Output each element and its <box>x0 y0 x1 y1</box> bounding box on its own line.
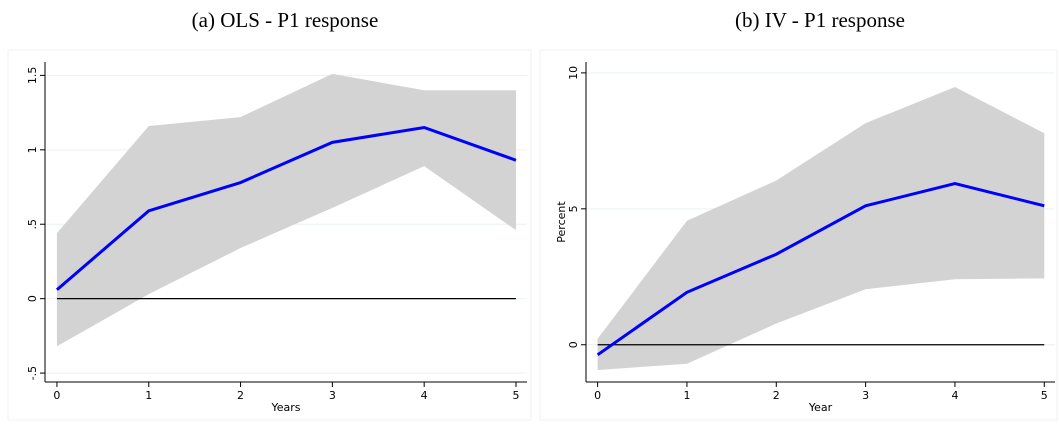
x-tick-label: 0 <box>594 389 601 402</box>
x-tick-label: 4 <box>421 389 428 402</box>
x-axis-title: Years <box>270 401 300 414</box>
x-tick-label: 2 <box>237 389 244 402</box>
x-tick-label: 1 <box>683 389 690 402</box>
x-tick-label: 5 <box>512 389 519 402</box>
y-axis-title: Percent <box>555 201 568 243</box>
chart-title: (a) OLS - P1 response <box>192 8 379 32</box>
y-tick-label: 5 <box>567 205 580 212</box>
y-tick-label: 0 <box>567 341 580 348</box>
response-line <box>596 181 1045 357</box>
x-tick-label: 3 <box>862 389 869 402</box>
y-tick-label: .5 <box>26 219 39 230</box>
y-tick-label: -.5 <box>26 366 39 380</box>
x-axis-title: Year <box>808 401 833 414</box>
x-tick-label: 5 <box>1041 389 1048 402</box>
response-line <box>55 125 517 291</box>
confidence-band <box>56 73 516 347</box>
chart-title: (b) IV - P1 response <box>735 8 905 32</box>
x-tick-label: 1 <box>145 389 152 402</box>
y-tick-label: 1.5 <box>26 67 39 85</box>
x-tick-label: 0 <box>53 389 60 402</box>
x-tick-label: 4 <box>951 389 958 402</box>
y-tick-label: 1 <box>26 146 39 153</box>
y-tick-label: 0 <box>26 295 39 302</box>
x-tick-label: 2 <box>773 389 780 402</box>
x-tick-label: 3 <box>329 389 336 402</box>
y-tick-label: 10 <box>567 66 580 80</box>
